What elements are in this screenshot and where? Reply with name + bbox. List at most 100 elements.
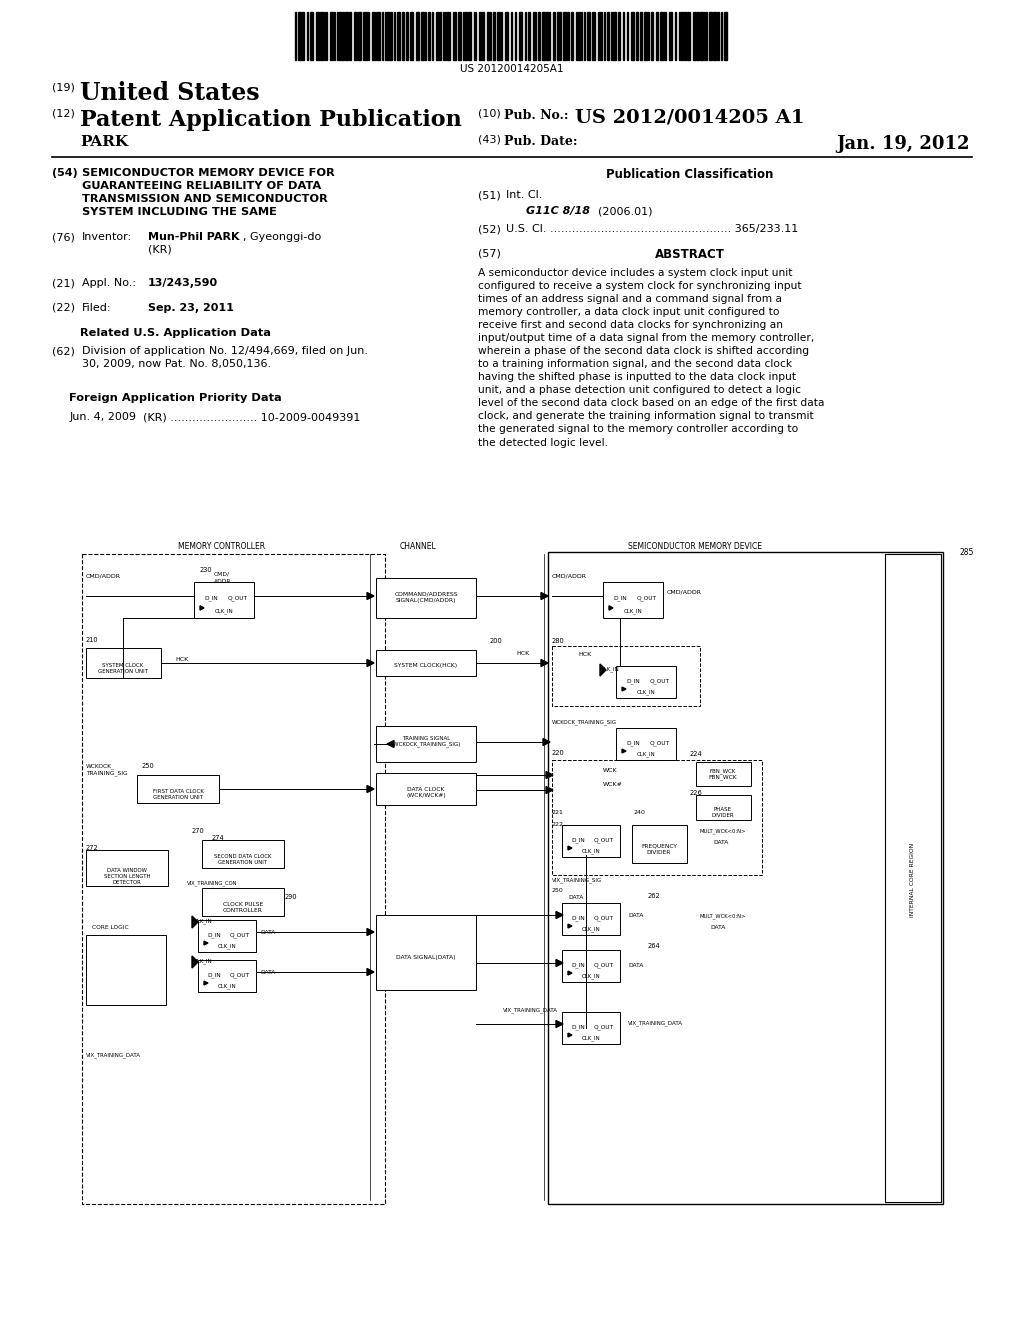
- Text: 280: 280: [552, 638, 565, 644]
- Text: HCK: HCK: [578, 652, 591, 657]
- Polygon shape: [546, 771, 553, 779]
- Text: WCKOCK_TRAINING_SIG: WCKOCK_TRAINING_SIG: [552, 719, 617, 725]
- Text: DATA: DATA: [260, 931, 275, 935]
- Bar: [316, 12, 319, 59]
- Text: Filed:: Filed:: [82, 304, 112, 313]
- Bar: [631, 12, 634, 59]
- Bar: [493, 12, 495, 59]
- Text: MULT_WCK<0:N>: MULT_WCK<0:N>: [700, 828, 746, 834]
- Polygon shape: [193, 956, 198, 968]
- Text: 272: 272: [86, 845, 98, 851]
- Text: (12): (12): [52, 110, 75, 119]
- Text: CLK_IN: CLK_IN: [637, 751, 655, 756]
- Text: CLK_IN: CLK_IN: [194, 958, 213, 964]
- Text: CLK_IN: CLK_IN: [218, 983, 237, 989]
- Text: 290: 290: [285, 894, 298, 900]
- Text: DATA WINDOW
SECTION LENGTH
DETECTOR: DATA WINDOW SECTION LENGTH DETECTOR: [103, 869, 151, 884]
- Text: FIRST DATA CLOCK
GENERATION UNIT: FIRST DATA CLOCK GENERATION UNIT: [153, 789, 204, 800]
- Text: WCK#: WCK#: [603, 781, 623, 787]
- Text: Publication Classification: Publication Classification: [606, 168, 774, 181]
- Polygon shape: [204, 941, 208, 945]
- Text: CLK_IN: CLK_IN: [582, 927, 600, 932]
- Text: SEMICONDUCTOR MEMORY DEVICE: SEMICONDUCTOR MEMORY DEVICE: [628, 543, 762, 550]
- Text: D_IN: D_IN: [613, 595, 627, 602]
- Text: D_IN: D_IN: [571, 962, 585, 968]
- Bar: [613, 12, 616, 59]
- Text: Q_OUT: Q_OUT: [229, 972, 250, 978]
- Polygon shape: [541, 593, 548, 599]
- Text: VIX_TRAINING_DATA: VIX_TRAINING_DATA: [628, 1020, 683, 1026]
- Bar: [298, 12, 301, 59]
- Text: D_IN: D_IN: [571, 915, 585, 921]
- Bar: [436, 12, 439, 59]
- Text: CLK_IN: CLK_IN: [601, 667, 620, 672]
- Text: D_IN: D_IN: [208, 972, 221, 978]
- Polygon shape: [387, 741, 394, 747]
- Bar: [660, 12, 663, 59]
- Text: DATA: DATA: [568, 895, 584, 900]
- Text: FBN_WCK: FBN_WCK: [710, 768, 736, 774]
- Polygon shape: [543, 738, 550, 746]
- Bar: [724, 12, 727, 59]
- Text: Sep. 23, 2011: Sep. 23, 2011: [148, 304, 233, 313]
- Text: D_IN: D_IN: [571, 1024, 585, 1030]
- Text: 285: 285: [961, 548, 975, 557]
- Bar: [616, 667, 676, 698]
- Text: Q_OUT: Q_OUT: [649, 678, 670, 684]
- Text: 250: 250: [142, 763, 155, 770]
- Bar: [603, 582, 663, 618]
- Text: 210: 210: [86, 638, 98, 643]
- Bar: [468, 12, 471, 59]
- Bar: [339, 12, 341, 59]
- Text: CORE LOGIC: CORE LOGIC: [92, 925, 129, 931]
- Text: Division of application No. 12/494,669, filed on Jun.: Division of application No. 12/494,669, …: [82, 346, 368, 356]
- Text: 230: 230: [200, 568, 213, 573]
- Bar: [656, 12, 658, 59]
- Text: 240: 240: [633, 810, 645, 814]
- Text: (2006.01): (2006.01): [598, 206, 652, 216]
- Text: (52): (52): [478, 224, 501, 234]
- Bar: [310, 12, 313, 59]
- Text: D_IN: D_IN: [208, 932, 221, 937]
- Bar: [345, 12, 348, 59]
- Text: DATA: DATA: [713, 840, 728, 845]
- Text: Int. Cl.: Int. Cl.: [506, 190, 543, 201]
- Bar: [202, 840, 284, 869]
- Bar: [587, 12, 590, 59]
- Text: TRAINING SIGNAL
(WCKOCK_TRAINING_SIG): TRAINING SIGNAL (WCKOCK_TRAINING_SIG): [391, 737, 461, 747]
- Text: (KR): (KR): [148, 246, 172, 255]
- Text: Q_OUT: Q_OUT: [594, 1024, 613, 1030]
- Text: GUARANTEEING RELIABILITY OF DATA: GUARANTEEING RELIABILITY OF DATA: [82, 181, 322, 191]
- Text: DATA: DATA: [628, 913, 643, 917]
- Text: 200: 200: [490, 638, 503, 644]
- Text: 264: 264: [648, 942, 660, 949]
- Polygon shape: [204, 981, 208, 985]
- Text: Inventor:: Inventor:: [82, 232, 132, 242]
- Text: CLK_IN: CLK_IN: [582, 847, 600, 854]
- Text: , Gyeonggi-do: , Gyeonggi-do: [243, 232, 322, 242]
- Polygon shape: [568, 846, 572, 850]
- Bar: [330, 12, 333, 59]
- Polygon shape: [556, 960, 563, 966]
- Text: VIX_TRAINING_SIG: VIX_TRAINING_SIG: [552, 876, 602, 883]
- Text: Q_OUT: Q_OUT: [636, 595, 656, 602]
- Text: VIX_TRAINING_DATA: VIX_TRAINING_DATA: [86, 1052, 141, 1057]
- Bar: [713, 12, 716, 59]
- Bar: [406, 12, 408, 59]
- Text: Appl. No.:: Appl. No.:: [82, 279, 136, 288]
- Polygon shape: [193, 916, 198, 928]
- Bar: [86, 850, 168, 886]
- Bar: [632, 825, 687, 863]
- Text: 30, 2009, now Pat. No. 8,050,136.: 30, 2009, now Pat. No. 8,050,136.: [82, 359, 271, 370]
- Polygon shape: [568, 1034, 572, 1038]
- Bar: [700, 12, 703, 59]
- Bar: [479, 12, 481, 59]
- Text: D_IN: D_IN: [571, 837, 585, 843]
- Polygon shape: [609, 606, 613, 610]
- Bar: [557, 12, 559, 59]
- Text: CMD/: CMD/: [214, 572, 230, 577]
- Bar: [885, 554, 941, 1203]
- Bar: [421, 12, 424, 59]
- Bar: [693, 12, 696, 59]
- Polygon shape: [556, 1020, 563, 1027]
